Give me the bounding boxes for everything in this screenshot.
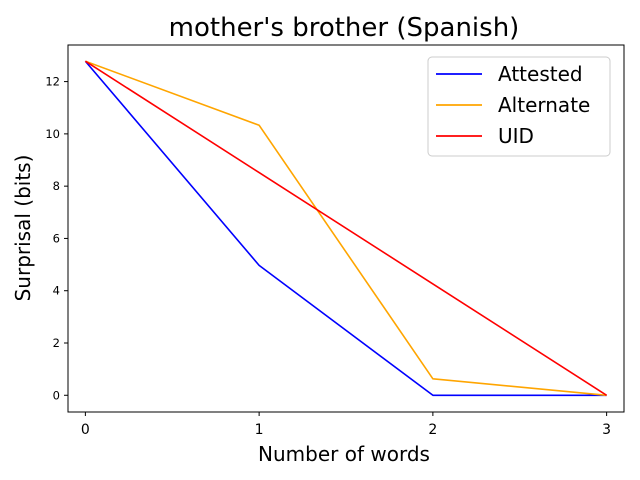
y-tick-label: 2 (53, 336, 60, 350)
x-tick-label: 0 (81, 422, 90, 438)
x-axis: 0 1 2 3 (81, 412, 611, 438)
series-line-uid (84, 60, 608, 396)
series-line-alternate (85, 60, 607, 397)
y-tick-label: 8 (53, 179, 60, 193)
series-line-attested (84, 60, 607, 397)
legend-label-uid: UID (498, 124, 534, 148)
legend-label-alternate: Alternate (498, 93, 590, 117)
legend-box (427, 56, 611, 157)
y-axis-title: Surprisal (bits) (11, 155, 35, 302)
y-axis: 0 2 4 6 8 10 12 (45, 75, 68, 402)
plot-frame (67, 44, 625, 413)
plot-area (84, 60, 608, 397)
x-tick-label: 3 (602, 422, 611, 438)
y-tick-label: 12 (45, 75, 60, 89)
y-tick-label: 6 (53, 231, 60, 245)
y-tick-label: 0 (53, 388, 60, 402)
legend-label-attested: Attested (498, 62, 583, 86)
legend: Attested Alternate UID (427, 56, 611, 157)
x-axis-title: Number of words (258, 442, 430, 466)
x-tick-label: 1 (255, 422, 264, 438)
y-tick-label: 4 (53, 284, 60, 298)
x-tick-label: 2 (428, 422, 437, 438)
y-tick-label: 10 (45, 127, 60, 141)
chart-title: mother's brother (Spanish) (169, 13, 520, 43)
